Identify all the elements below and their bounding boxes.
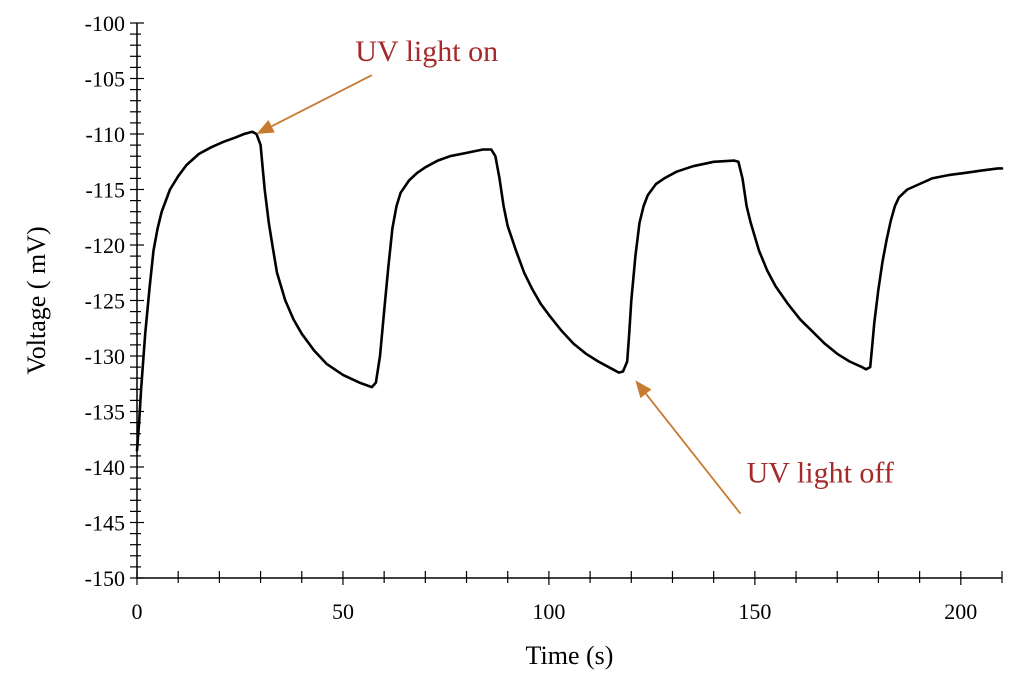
x-tick-label: 150 <box>738 599 771 624</box>
series-line-voltage <box>135 130 1004 452</box>
y-tick-label: -130 <box>85 344 125 369</box>
y-tick-label: -105 <box>85 67 125 92</box>
y-tick-label: -145 <box>85 511 125 536</box>
annotation-arrow-head <box>256 120 275 134</box>
annotation-arrow-shaft <box>645 393 742 515</box>
annotation-arrow-shaft <box>271 74 373 128</box>
x-axis-title: Time (s) <box>526 641 614 670</box>
x-tick-label: 50 <box>332 599 354 624</box>
y-tick-label: -150 <box>85 566 125 591</box>
y-tick-label: -135 <box>85 400 125 425</box>
y-tick-label: -125 <box>85 289 125 314</box>
x-tick-label: 100 <box>532 599 565 624</box>
ticks <box>130 22 1003 585</box>
x-tick-label: 200 <box>944 599 977 624</box>
y-tick-label: -120 <box>85 233 125 258</box>
y-tick-label: -115 <box>85 178 125 203</box>
y-tick-label: -140 <box>85 455 125 480</box>
x-tick-label: 0 <box>132 599 143 624</box>
y-tick-label: -110 <box>85 122 125 147</box>
annotation-arrow-head <box>635 380 652 399</box>
tick-labels: -100 -105 -110 -115 -120 -125 -130 -135 -140 -145… <box>85 11 978 624</box>
annotation-label: UV light on <box>355 35 498 68</box>
y-tick-label: -100 <box>85 11 125 36</box>
y-axis-title: Voltage ( mV) <box>22 226 51 374</box>
annotations: UV light on UV light off <box>256 35 894 515</box>
axes <box>136 23 1002 579</box>
annotation-label: UV light off <box>747 457 894 490</box>
